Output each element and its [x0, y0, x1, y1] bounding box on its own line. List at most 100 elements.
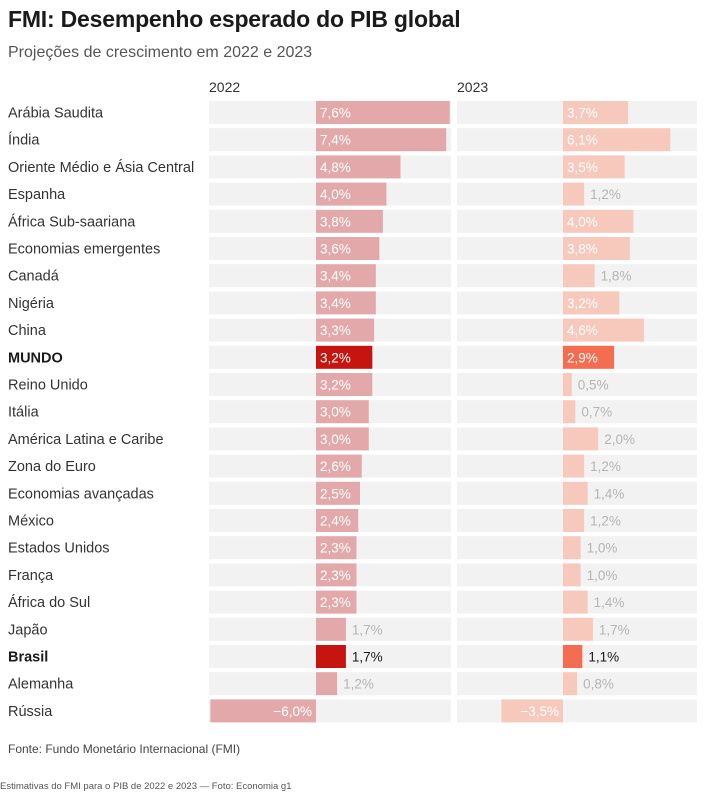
bar-2022	[316, 155, 401, 179]
category-label: América Latina e Caribe	[8, 432, 164, 448]
value-label-2023: 0,8%	[583, 677, 614, 692]
value-label-2022: 3,4%	[320, 269, 351, 284]
bar-2022	[316, 536, 357, 560]
category-label: Arábia Saudita	[8, 106, 104, 122]
chart-row: França 2,3% 1,0%	[8, 563, 697, 587]
chart-row: México 2,4% 1,2%	[8, 509, 697, 532]
bar-2023	[563, 291, 620, 315]
row-background	[457, 699, 697, 723]
value-label-2023: 3,8%	[567, 242, 598, 257]
bar-2023	[563, 481, 588, 505]
value-label-2022: 3,0%	[320, 432, 351, 447]
chart-row: Reino Unido 3,2% 0,5%	[8, 373, 697, 396]
value-label-2022: 2,4%	[320, 514, 351, 529]
value-label-2022: 3,2%	[320, 350, 351, 365]
bar-2022	[210, 699, 316, 723]
value-label-2022: 3,4%	[320, 296, 351, 311]
chart-row: África do Sul 2,3% 1,4%	[8, 590, 697, 614]
chart-row: Zona do Euro 2,6% 1,2%	[8, 454, 697, 478]
bar-2023	[563, 345, 615, 369]
bar-2022	[316, 590, 357, 614]
bar-2023	[501, 699, 563, 723]
value-label-2023: 4,0%	[567, 214, 598, 229]
bar-2022	[316, 481, 360, 505]
value-label-2023: −3,5%	[520, 704, 559, 719]
chart-row: Brasil 1,7% 1,1%	[8, 645, 697, 668]
bar-2023	[563, 400, 576, 424]
bar-2022	[316, 318, 375, 342]
bar-2022	[316, 427, 369, 451]
chart-row: Estados Unidos 2,3% 1,0%	[8, 536, 697, 560]
value-label-2022: 3,8%	[320, 214, 351, 229]
bar-2023	[563, 590, 588, 614]
bar-2023	[563, 536, 581, 560]
value-label-2022: 7,6%	[320, 106, 351, 121]
value-label-2023: 1,7%	[599, 622, 630, 637]
value-label-2022: 1,7%	[352, 650, 383, 665]
chart-row: Espanha 4,0% 1,2%	[8, 182, 697, 206]
value-label-2022: 2,3%	[320, 541, 351, 556]
chart-row: Rússia −6,0% −3,5%	[8, 699, 697, 723]
row-background	[457, 373, 697, 396]
bar-2023	[563, 672, 578, 696]
bar-2023	[563, 155, 625, 179]
value-label-2023: 0,7%	[581, 405, 612, 420]
chart-row: Economias emergentes 3,6% 3,8%	[8, 237, 697, 260]
bar-2022	[316, 291, 376, 315]
chart-subtitle: Projeções de crescimento em 2022 e 2023	[8, 44, 313, 61]
bar-2022	[316, 182, 387, 206]
bar-2023	[563, 509, 585, 532]
bar-chart: 2022 2023 Arábia Saudita 7,6% 3,7% Índia 7,4%…	[8, 79, 697, 723]
value-label-2022: 2,5%	[320, 486, 351, 501]
bar-2022	[316, 209, 383, 233]
chart-row: Japão 1,7% 1,7%	[8, 617, 697, 641]
column-header-2023: 2023	[457, 79, 488, 95]
bar-2022	[316, 509, 359, 532]
chart-row: Oriente Médio e Ásia Central 4,8% 3,5%	[8, 155, 697, 179]
bar-2023	[563, 373, 572, 396]
bar-2022	[316, 373, 373, 396]
value-label-2023: 1,2%	[590, 514, 621, 529]
row-background	[457, 400, 697, 424]
bar-2023	[563, 128, 671, 152]
value-label-2023: 1,4%	[594, 486, 625, 501]
value-label-2023: 0,5%	[578, 378, 609, 393]
bar-2022	[316, 345, 373, 369]
value-label-2022: −6,0%	[273, 704, 312, 719]
category-label: França	[8, 568, 54, 584]
chart-row: África Sub-saariana 3,8% 4,0%	[8, 209, 697, 233]
bar-2023	[563, 264, 595, 288]
category-label: México	[8, 514, 54, 530]
source-note: Fonte: Fundo Monetário Internacional (FM…	[8, 742, 241, 756]
category-label: Economias avançadas	[8, 486, 154, 502]
value-label-2023: 4,6%	[567, 323, 598, 338]
bar-2022	[316, 237, 380, 260]
value-label-2023: 1,2%	[590, 187, 621, 202]
bar-2023	[563, 427, 599, 451]
category-label: MUNDO	[8, 350, 63, 366]
bar-2022	[316, 454, 362, 478]
value-label-2023: 1,0%	[587, 568, 618, 583]
category-label: Economias emergentes	[8, 242, 160, 258]
value-label-2023: 2,0%	[604, 432, 635, 447]
chart-row: Alemanha 1,2% 0,8%	[8, 672, 697, 696]
value-label-2022: 3,3%	[320, 323, 351, 338]
value-label-2022: 2,3%	[320, 568, 351, 583]
value-label-2022: 1,2%	[343, 677, 374, 692]
bar-2022	[316, 563, 357, 587]
category-label: África Sub-saariana	[8, 213, 136, 230]
value-label-2023: 1,0%	[587, 541, 618, 556]
bar-2023	[563, 617, 593, 641]
category-label: China	[8, 323, 47, 339]
category-label: Rússia	[8, 704, 53, 720]
bar-2023	[563, 101, 629, 124]
bar-2022	[316, 617, 346, 641]
bar-2022	[316, 264, 376, 288]
bar-2022	[316, 128, 447, 152]
chart-row: Índia 7,4% 6,1%	[8, 128, 697, 152]
value-label-2022: 1,7%	[352, 622, 383, 637]
value-label-2023: 1,2%	[590, 459, 621, 474]
chart-row: Itália 3,0% 0,7%	[8, 400, 697, 424]
chart-row: Arábia Saudita 7,6% 3,7%	[8, 101, 697, 124]
category-label: Reino Unido	[8, 378, 88, 394]
